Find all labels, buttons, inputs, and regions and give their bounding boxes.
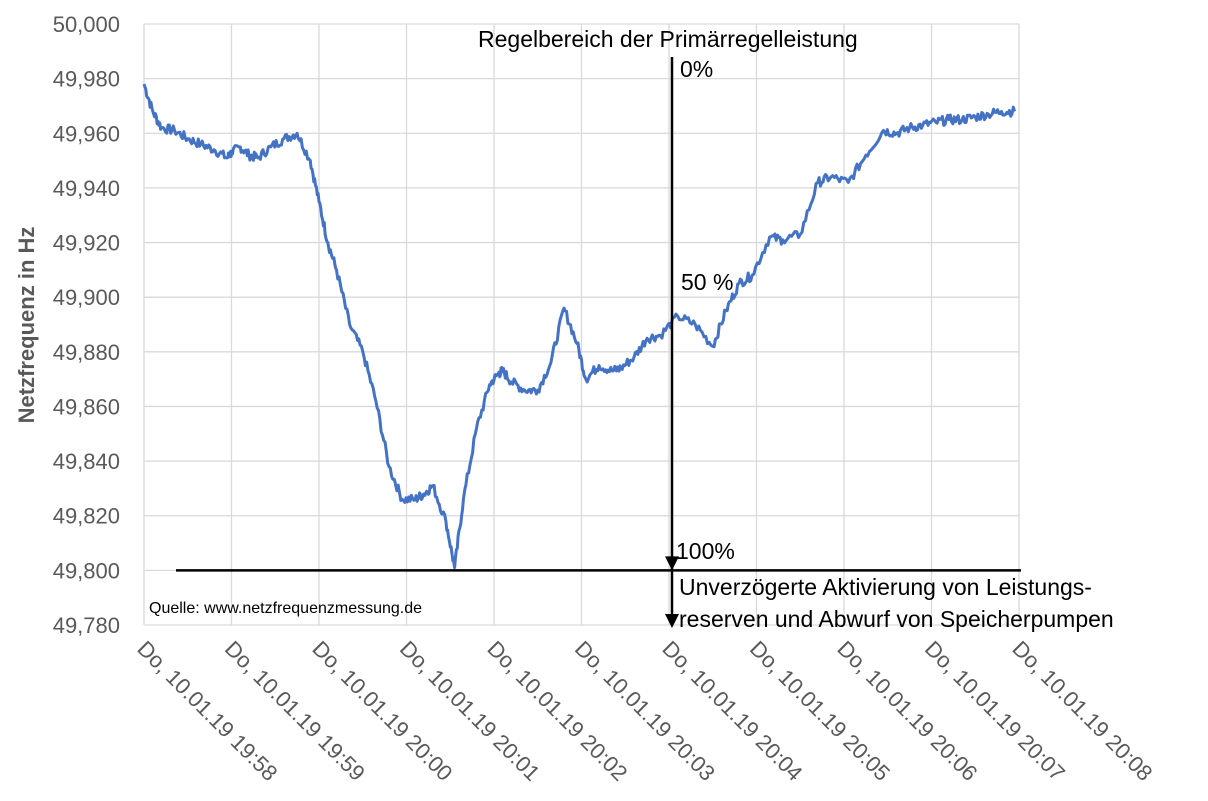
y-tick-label: 49,800: [53, 558, 120, 583]
y-tick-label: 49,840: [53, 449, 120, 474]
y-tick-label: 49,820: [53, 504, 120, 529]
y-tick-label: 49,860: [53, 394, 120, 419]
annotation-title: Regelbereich der Primärregelleistung: [478, 26, 858, 52]
annotation-50-percent: 50 %: [681, 269, 733, 295]
y-axis-label: Netzfrequenz in Hz: [14, 227, 39, 424]
annotation-note-line1: Unverzögerte Aktivierung von Leistungs-: [679, 574, 1092, 600]
y-tick-label: 49,980: [53, 67, 120, 92]
y-tick-label: 50,000: [53, 12, 120, 37]
source-credit: Quelle: www.netzfrequenzmessung.de: [149, 600, 422, 617]
y-tick-label: 49,780: [53, 613, 120, 638]
arrow-head-bottom: [665, 614, 679, 628]
y-tick-label: 49,960: [53, 121, 120, 146]
annotation-100-percent: 100%: [676, 538, 735, 564]
annotation-note-line2: reserven und Abwurf von Speicherpumpen: [679, 606, 1114, 632]
vertical-gridlines: [143, 24, 1020, 625]
frequency-series-line: [142, 83, 1017, 570]
y-tick-label: 49,940: [53, 176, 120, 201]
y-tick-label: 49,900: [53, 285, 120, 310]
y-tick-label: 49,880: [53, 340, 120, 365]
y-tick-label: 49,920: [53, 231, 120, 256]
annotation-0-percent: 0%: [680, 56, 713, 82]
y-axis-tick-labels: 50,000 49,980 49,960 49,940 49,920 49,900 49,8…: [53, 12, 120, 638]
arrow-head-100pct: [665, 556, 679, 571]
